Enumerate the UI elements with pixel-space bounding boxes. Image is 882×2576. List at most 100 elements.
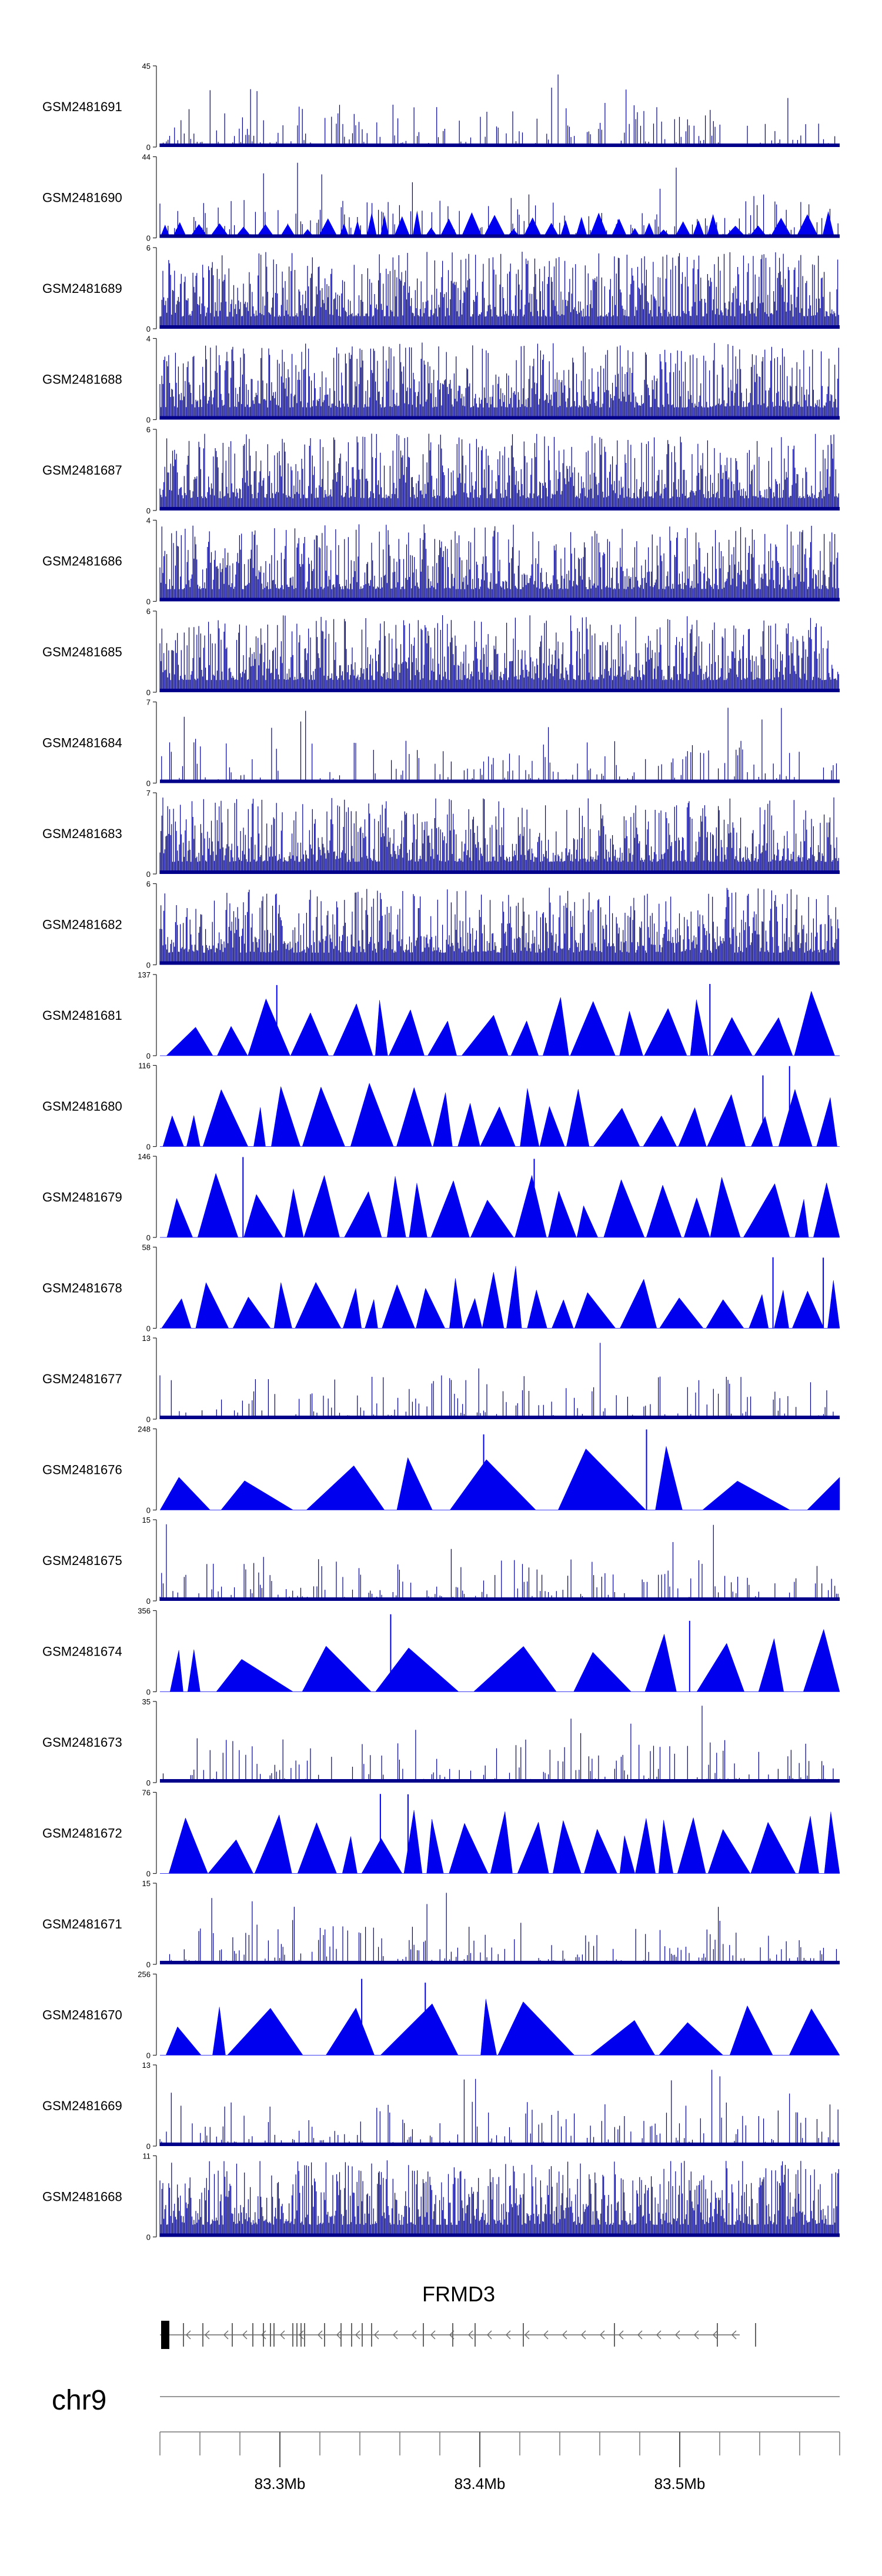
track-GSM2481680: GSM2481680 116 0	[42, 1062, 840, 1152]
track-GSM2481673: GSM2481673 35 0	[42, 1697, 840, 1787]
y-min-label: 0	[146, 1324, 151, 1333]
track-label: GSM2481691	[42, 99, 122, 114]
strand-arrow	[562, 2330, 567, 2340]
strand-arrow	[656, 2330, 662, 2340]
signal-baseline	[160, 325, 840, 329]
strand-arrow	[506, 2330, 511, 2340]
strand-arrow	[186, 2330, 191, 2340]
y-max-label: 7	[146, 698, 151, 707]
y-max-label: 13	[142, 1334, 151, 1343]
track-GSM2481674: GSM2481674 356 0	[42, 1607, 840, 1697]
strand-arrow	[543, 2330, 549, 2340]
signal-bars	[159, 2070, 838, 2146]
track-label: GSM2481684	[42, 736, 122, 750]
y-min-label: 0	[146, 779, 151, 788]
chromosome-label: chr9	[52, 2385, 106, 2416]
track-label: GSM2481674	[42, 1644, 122, 1659]
signal-area	[160, 990, 840, 1056]
track-group: GSM2481691450GSM2481690440GSM248168960GS…	[42, 62, 840, 2242]
signal-bars	[159, 433, 839, 510]
y-min-label: 0	[146, 1415, 151, 1424]
strand-arrow	[242, 2330, 248, 2340]
y-max-label: 45	[142, 62, 151, 71]
signal-bars	[159, 74, 837, 147]
axis-tick-label: 83.5Mb	[654, 2475, 706, 2492]
axis-tick-label: 83.4Mb	[455, 2475, 506, 2492]
strand-arrow	[393, 2330, 398, 2340]
track-GSM2481685: GSM2481685 6 0	[42, 607, 840, 697]
y-max-label: 6	[146, 425, 151, 434]
signal-bars	[159, 708, 838, 783]
strand-arrow	[355, 2330, 360, 2340]
track-GSM2481670: GSM2481670 256 0	[42, 1970, 840, 2060]
track-label: GSM2481679	[42, 1190, 122, 1204]
signal-bars	[159, 1343, 838, 1419]
strand-arrow	[524, 2330, 530, 2340]
y-max-label: 13	[142, 2061, 151, 2070]
y-min-label: 0	[146, 2051, 151, 2060]
y-min-label: 0	[146, 688, 151, 697]
y-min-label: 0	[146, 234, 151, 243]
track-label: GSM2481685	[42, 645, 122, 659]
y-min-label: 0	[146, 1778, 151, 1787]
y-max-label: 6	[146, 880, 151, 889]
strand-arrow	[694, 2330, 699, 2340]
track-label: GSM2481677	[42, 1372, 122, 1386]
track-label: GSM2481688	[42, 372, 122, 387]
signal-baseline	[160, 779, 840, 783]
y-min-label: 0	[146, 1052, 151, 1060]
signal-area	[160, 1998, 840, 2056]
y-max-label: 76	[142, 1788, 151, 1797]
track-GSM2481682: GSM2481682 6 0	[42, 880, 840, 970]
signal-baseline	[160, 1779, 840, 1783]
strand-arrow	[261, 2330, 266, 2340]
signal-bars	[164, 1893, 838, 1964]
track-GSM2481676: GSM2481676 248 0	[42, 1425, 840, 1515]
track-label: GSM2481689	[42, 281, 122, 296]
track-GSM2481679: GSM2481679 146 0	[42, 1152, 840, 1242]
track-GSM2481675: GSM2481675 15 0	[42, 1516, 840, 1606]
signal-area	[160, 1266, 840, 1329]
signal-baseline	[160, 1961, 840, 1964]
signal-bars	[159, 342, 839, 420]
strand-arrow	[637, 2330, 643, 2340]
track-GSM2481678: GSM2481678 58 0	[42, 1243, 840, 1333]
strand-arrow	[600, 2330, 605, 2340]
track-label: GSM2481682	[42, 917, 122, 932]
strand-arrow	[223, 2330, 229, 2340]
y-min-label: 0	[146, 1506, 151, 1515]
strand-arrow	[487, 2330, 492, 2340]
track-GSM2481684: GSM2481684 7 0	[42, 698, 840, 788]
track-label: GSM2481668	[42, 2190, 122, 2204]
y-max-label: 58	[142, 1243, 151, 1252]
signal-baseline	[160, 1597, 840, 1601]
strand-arrow	[299, 2330, 304, 2340]
signal-baseline	[160, 689, 840, 692]
y-min-label: 0	[146, 1688, 151, 1697]
track-label: GSM2481683	[42, 826, 122, 841]
track-label: GSM2481671	[42, 1917, 122, 1931]
signal-bars	[159, 2160, 839, 2237]
track-GSM2481689: GSM2481689 6 0	[42, 243, 840, 333]
y-max-label: 15	[142, 1516, 151, 1524]
track-GSM2481690: GSM2481690 44 0	[42, 153, 840, 243]
strand-arrow	[430, 2330, 436, 2340]
strand-arrow	[412, 2330, 417, 2340]
gene-track: FRMD3	[160, 2282, 756, 2349]
y-min-label: 0	[146, 1597, 151, 1606]
track-label: GSM2481687	[42, 463, 122, 478]
track-GSM2481671: GSM2481671 15 0	[42, 1879, 840, 1969]
signal-baseline	[160, 870, 840, 874]
track-label: GSM2481676	[42, 1463, 122, 1477]
strand-arrow	[581, 2330, 586, 2340]
y-max-label: 44	[142, 153, 151, 162]
signal-area	[160, 1629, 840, 1692]
strand-arrow	[731, 2330, 737, 2340]
strand-arrow	[318, 2330, 323, 2340]
y-max-label: 256	[138, 1970, 151, 1979]
track-GSM2481687: GSM2481687 6 0	[42, 425, 840, 515]
track-GSM2481686: GSM2481686 4 0	[42, 516, 840, 606]
signal-bars	[159, 887, 839, 965]
signal-area	[160, 1446, 840, 1510]
